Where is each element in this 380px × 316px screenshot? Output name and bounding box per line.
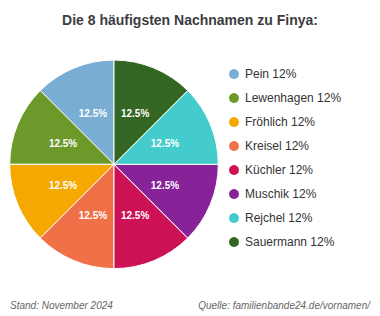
svg-text:Lewenhagen 12%: Lewenhagen 12%: [245, 91, 341, 105]
svg-text:12.5%: 12.5%: [151, 138, 179, 149]
svg-text:12.5%: 12.5%: [79, 210, 107, 221]
svg-text:Pein 12%: Pein 12%: [245, 67, 297, 81]
svg-text:Fröhlich 12%: Fröhlich 12%: [245, 115, 315, 129]
svg-text:Stand: November 2024: Stand: November 2024: [10, 300, 113, 311]
svg-text:Kreisel 12%: Kreisel 12%: [245, 139, 309, 153]
svg-text:Quelle: familienbande24.de/vor: Quelle: familienbande24.de/vornamen/: [198, 300, 371, 311]
svg-text:12.5%: 12.5%: [79, 108, 107, 119]
svg-text:Sauermann 12%: Sauermann 12%: [245, 235, 335, 249]
svg-text:12.5%: 12.5%: [121, 108, 149, 119]
svg-text:Küchler 12%: Küchler 12%: [245, 163, 313, 177]
svg-text:12.5%: 12.5%: [49, 180, 77, 191]
svg-text:Die 8 häufigsten Nachnamen zu: Die 8 häufigsten Nachnamen zu Finya:: [62, 12, 318, 28]
svg-text:12.5%: 12.5%: [49, 138, 77, 149]
svg-text:Muschik 12%: Muschik 12%: [245, 187, 317, 201]
svg-text:Rejchel 12%: Rejchel 12%: [245, 211, 313, 225]
svg-text:12.5%: 12.5%: [151, 180, 179, 191]
svg-text:12.5%: 12.5%: [121, 210, 149, 221]
